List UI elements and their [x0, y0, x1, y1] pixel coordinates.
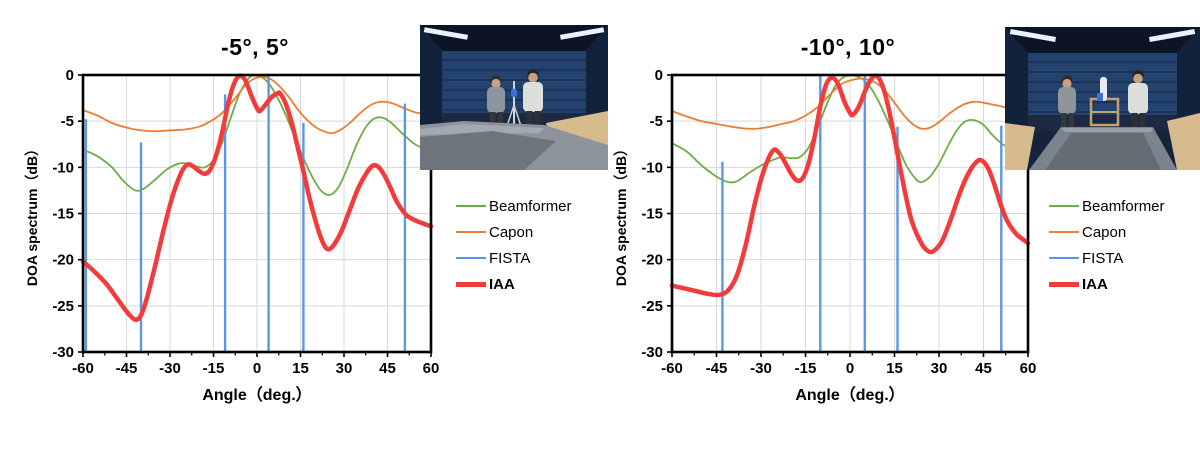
legend-label: FISTA: [1082, 249, 1124, 267]
chamber-scene: [1005, 27, 1200, 170]
svg-text:0: 0: [253, 360, 261, 377]
iaa-line-swatch: [1049, 281, 1079, 287]
legend-label: Capon: [1082, 223, 1127, 241]
fista-line-swatch: [456, 257, 486, 259]
svg-text:-30: -30: [641, 344, 663, 361]
legend-item-iaa: IAA: [1049, 275, 1165, 293]
svg-text:-5: -5: [650, 113, 663, 130]
legend-label: FISTA: [489, 249, 531, 267]
legend-item-capon: Capon: [456, 223, 572, 241]
svg-text:-5: -5: [61, 113, 74, 130]
svg-text:0: 0: [655, 67, 663, 84]
capon-line-swatch: [1049, 231, 1079, 233]
svg-text:-25: -25: [52, 298, 74, 315]
capon-line-swatch: [456, 231, 486, 233]
legend-item-beamformer: Beamformer: [1049, 197, 1165, 215]
left-wall: [1005, 27, 1028, 149]
legend-label: Beamformer: [489, 197, 572, 215]
ceiling-light-right: [1149, 29, 1196, 42]
x-axis-label-right: Angle（deg.）: [795, 387, 905, 404]
svg-text:-10: -10: [52, 159, 74, 176]
svg-text:-30: -30: [159, 360, 181, 377]
svg-text:45: 45: [975, 360, 992, 377]
y-axis-label-left: DOA spectrum（dB）: [24, 141, 40, 287]
person-right-figure: [1128, 70, 1148, 131]
ceiling: [420, 25, 608, 51]
legend-item-fista: FISTA: [1049, 249, 1165, 267]
legend-label: Capon: [489, 223, 534, 241]
beamformer-line-swatch: [456, 205, 486, 207]
equipment-cart: [1089, 77, 1120, 127]
svg-text:-15: -15: [52, 206, 74, 223]
left-wall: [420, 25, 442, 147]
legend-label: IAA: [489, 275, 515, 293]
beamformer-line-swatch: [1049, 205, 1079, 207]
svg-text:-15: -15: [795, 360, 817, 377]
svg-text:-30: -30: [52, 344, 74, 361]
svg-text:45: 45: [379, 360, 396, 377]
svg-text:30: 30: [336, 360, 353, 377]
svg-text:60: 60: [1020, 360, 1037, 377]
svg-text:15: 15: [292, 360, 309, 377]
ceiling-light-left: [1009, 29, 1056, 42]
legend-item-beamformer: Beamformer: [456, 197, 572, 215]
antenna-tripod: [506, 81, 522, 127]
foreground-edge: [1061, 128, 1153, 132]
svg-text:-10: -10: [641, 159, 663, 176]
svg-text:60: 60: [423, 360, 440, 377]
ceiling-light-right: [559, 27, 605, 40]
svg-text:15: 15: [886, 360, 903, 377]
svg-text:0: 0: [66, 67, 74, 84]
svg-text:-15: -15: [641, 206, 663, 223]
anechoic-chamber-photo-right: [1005, 27, 1200, 170]
foreground-dark: [1045, 133, 1161, 170]
y-axis-label-right: DOA spectrum（dB）: [613, 141, 629, 287]
svg-text:-20: -20: [641, 252, 663, 269]
anechoic-chamber-photo-left: [420, 25, 608, 170]
absorber-wedge-right: [1167, 113, 1200, 170]
svg-text:-20: -20: [52, 252, 74, 269]
svg-text:-15: -15: [203, 360, 225, 377]
ceiling-light-left: [423, 27, 469, 40]
svg-text:30: 30: [931, 360, 948, 377]
fista-line-swatch: [1049, 257, 1079, 259]
foreground-edge: [420, 124, 544, 135]
iaa-line-swatch: [456, 281, 486, 287]
legend-label: IAA: [1082, 275, 1108, 293]
svg-text:-45: -45: [116, 360, 138, 377]
ceiling: [1005, 27, 1200, 53]
svg-text:-45: -45: [706, 360, 728, 377]
person-left-figure: [487, 75, 505, 128]
chart-title-left: -5°, 5°: [221, 34, 289, 60]
legend-item-capon: Capon: [1049, 223, 1165, 241]
legend-left: Beamformer Capon FISTA IAA: [456, 197, 572, 293]
svg-text:0: 0: [846, 360, 854, 377]
legend-item-iaa: IAA: [456, 275, 572, 293]
person-left-figure: [1058, 75, 1076, 130]
absorber-wedge-left: [1005, 123, 1035, 170]
svg-text:-60: -60: [72, 360, 94, 377]
legend-label: Beamformer: [1082, 197, 1165, 215]
foreground-dark: [420, 131, 556, 170]
legend-right: Beamformer Capon FISTA IAA: [1049, 197, 1165, 293]
x-axis-label-left: Angle（deg.）: [202, 387, 312, 404]
svg-text:-25: -25: [641, 298, 663, 315]
svg-text:-30: -30: [750, 360, 772, 377]
legend-item-fista: FISTA: [456, 249, 572, 267]
person-right-figure: [523, 69, 543, 129]
chamber-scene: [420, 25, 608, 170]
chart-title-right: -10°, 10°: [800, 34, 896, 60]
svg-text:-60: -60: [661, 360, 683, 377]
